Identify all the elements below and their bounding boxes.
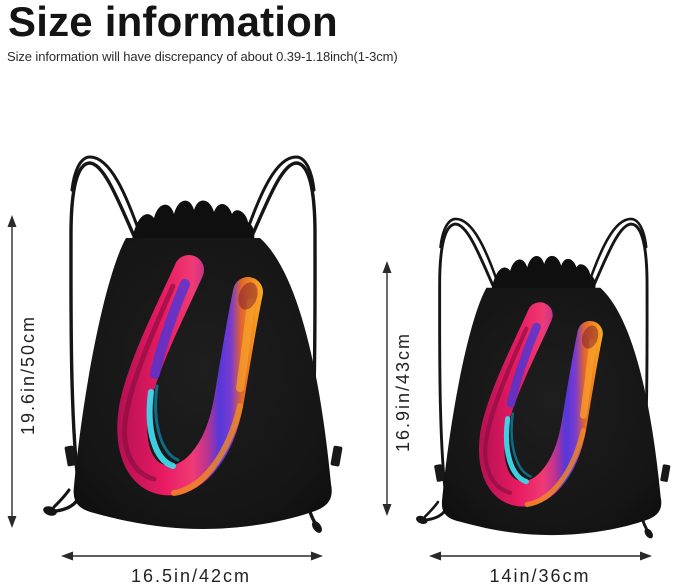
bag-small-image	[415, 219, 671, 540]
width-dimension-large: 16.5in/42cm	[61, 551, 323, 586]
page-title: Size information	[8, 0, 338, 45]
width-label-small: 14in/36cm	[489, 566, 590, 586]
height-label-large: 19.6in/50cm	[18, 315, 38, 435]
width-dimension-small: 14in/36cm	[429, 551, 652, 586]
bag-large-image	[42, 157, 343, 535]
height-label-small: 16.9in/43cm	[393, 332, 413, 452]
height-dimension-large: 19.6in/50cm	[7, 215, 38, 528]
width-label-large: 16.5in/42cm	[131, 566, 251, 586]
page-subtitle: Size information will have discrepancy o…	[7, 49, 398, 64]
height-dimension-small: 16.9in/43cm	[382, 261, 413, 516]
